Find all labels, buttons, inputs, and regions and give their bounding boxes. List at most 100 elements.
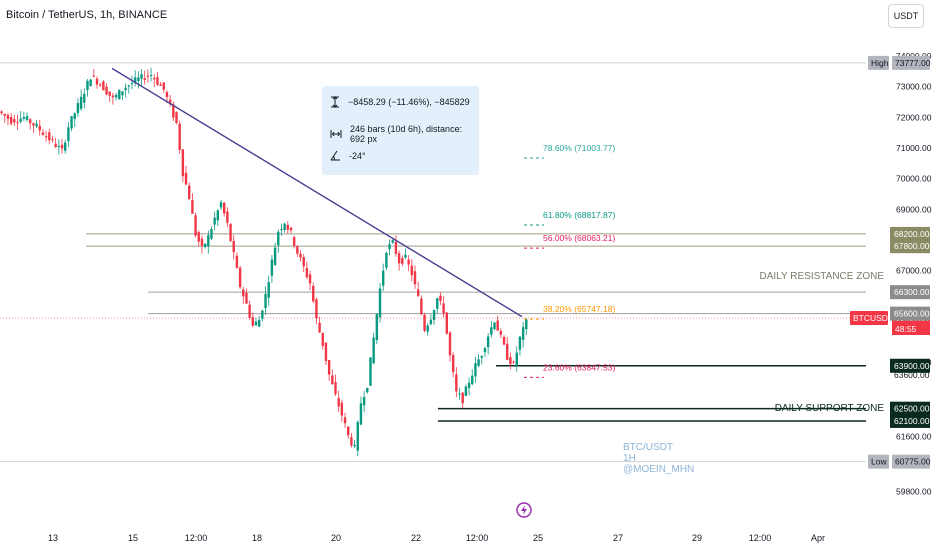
candle-body	[512, 361, 515, 363]
level-badge-bg-3	[890, 306, 930, 321]
candle-body	[312, 285, 315, 302]
candle-body	[350, 437, 353, 446]
time-tick-2: 12:00	[185, 533, 208, 543]
candle-body	[73, 113, 76, 120]
candle-body	[35, 123, 38, 127]
candle-body	[124, 87, 127, 91]
candle-body	[496, 320, 499, 331]
candle-body	[188, 185, 191, 200]
level-badge-bg-6	[890, 401, 930, 416]
lightning-icon	[516, 502, 532, 518]
candle-body	[232, 240, 235, 253]
high-badge-label-bg	[868, 55, 889, 70]
candle-body	[375, 313, 379, 341]
candle-body	[416, 289, 420, 297]
candle-body	[445, 312, 448, 334]
candle-body	[515, 352, 518, 366]
candle-body	[283, 223, 286, 230]
candle-body	[486, 336, 490, 348]
level-badge-0: 68200.00	[894, 229, 930, 239]
candle-body	[521, 327, 525, 340]
high-badge-label: High	[871, 58, 889, 68]
candle-body	[111, 95, 115, 98]
candle-body	[130, 82, 134, 84]
time-tick-6: 12:00	[466, 533, 489, 543]
candle-body	[353, 444, 356, 447]
candle-body	[203, 243, 207, 247]
time-tick-4: 20	[331, 533, 341, 543]
candle-body	[448, 332, 452, 356]
candle-body	[108, 91, 111, 96]
candle-body	[404, 254, 407, 258]
level-badge-bg-4	[890, 358, 930, 373]
symbol-badge: BTCUSDT	[853, 313, 893, 323]
candle-body	[458, 393, 461, 395]
candle-body	[499, 331, 503, 335]
candle-body	[149, 74, 153, 76]
candle-body	[191, 199, 194, 214]
currency-button[interactable]: USDT	[888, 4, 924, 28]
candle-body	[372, 337, 375, 364]
time-tick-9: 29	[692, 533, 702, 543]
candle-body	[467, 382, 471, 389]
candle-body	[471, 375, 474, 385]
candle-body	[162, 82, 165, 90]
candle-body	[356, 422, 359, 451]
candle-body	[518, 336, 522, 350]
candle-body	[200, 238, 204, 246]
watermark-line-0: BTC/USDT	[623, 442, 673, 453]
candle-body	[44, 136, 48, 138]
candle-body	[0, 111, 3, 114]
candle-body	[369, 357, 372, 386]
candle-body	[76, 103, 80, 114]
candle-body	[267, 282, 270, 298]
candle-body	[318, 322, 321, 333]
candle-body	[251, 317, 255, 326]
bars-row: 246 bars (10d 6h), distance: 692 px	[330, 124, 479, 144]
candle-body	[334, 382, 337, 395]
candle-body	[426, 325, 429, 332]
price-tick: 61600.00	[896, 431, 932, 441]
candle-body	[140, 74, 143, 79]
candle-body	[127, 85, 130, 87]
candle-body	[451, 354, 455, 373]
candle-body	[502, 336, 506, 345]
time-tick-11: Apr	[811, 533, 825, 543]
level-badge-4: 63900.00	[894, 361, 930, 371]
angle-row: -24°	[330, 150, 366, 161]
candle-body	[382, 270, 385, 286]
candle-body	[235, 255, 239, 268]
candle-body	[92, 75, 96, 77]
candle-body	[19, 118, 22, 122]
candle-body	[79, 96, 83, 109]
candle-body	[197, 232, 200, 242]
candle-body	[506, 343, 509, 360]
candle-body	[181, 149, 185, 177]
candle-body	[48, 132, 51, 141]
candle-body	[413, 271, 417, 285]
fib-label-3: 38.20% (65747.18)	[543, 304, 615, 314]
candle-body	[143, 78, 146, 81]
level-badge-6: 62500.00	[894, 404, 930, 414]
bars-range-icon	[330, 130, 342, 138]
level-badge-5: 63600.00	[894, 370, 930, 380]
candle-body	[289, 227, 293, 231]
candle-body	[70, 116, 73, 129]
candle-body	[60, 144, 64, 149]
candle-body	[347, 426, 350, 436]
price-tick: 59800.00	[896, 486, 932, 496]
candle-body	[9, 116, 13, 124]
bars-text: 246 bars (10d 6h), distance: 692 px	[350, 124, 463, 144]
candle-body	[493, 322, 496, 330]
price-change-row: −8458.29 (−11.46%), −845829	[330, 96, 470, 108]
candle-body	[156, 77, 159, 85]
low-badge-value: 60775.00	[895, 457, 931, 467]
candle-body	[299, 253, 302, 258]
candle-body	[210, 228, 213, 239]
candle-body	[159, 84, 162, 86]
candle-body	[257, 319, 261, 327]
candle-body	[331, 375, 334, 385]
time-tick-0: 13	[48, 533, 58, 543]
candle-body	[277, 231, 280, 246]
